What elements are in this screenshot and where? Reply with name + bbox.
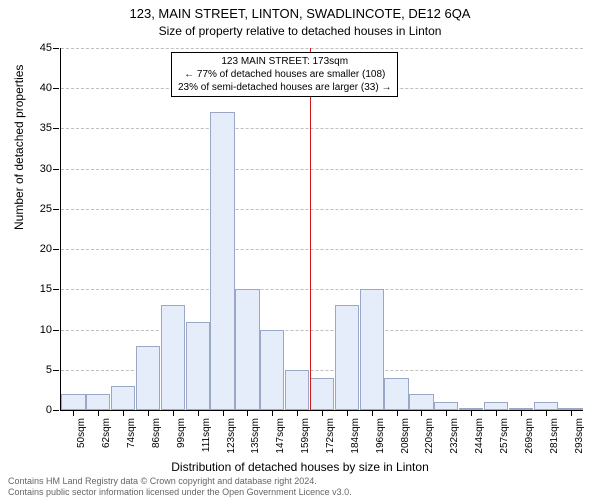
- y-tick-label: 30: [22, 163, 52, 175]
- y-tick: [53, 128, 59, 129]
- x-tick: [571, 410, 572, 416]
- x-tick: [297, 410, 298, 416]
- x-tick: [546, 410, 547, 416]
- reference-line: [310, 48, 311, 410]
- y-tick-label: 10: [22, 324, 52, 336]
- x-tick: [272, 410, 273, 416]
- bar: [335, 305, 359, 410]
- x-tick: [446, 410, 447, 416]
- x-tick: [521, 410, 522, 416]
- x-tick: [372, 410, 373, 416]
- bar: [360, 289, 384, 410]
- y-tick-label: 25: [22, 203, 52, 215]
- bars-group: [61, 48, 583, 410]
- property-size-chart: 123, MAIN STREET, LINTON, SWADLINCOTE, D…: [0, 0, 600, 500]
- footer-line2: Contains public sector information licen…: [8, 487, 352, 498]
- x-tick: [322, 410, 323, 416]
- y-tick-label: 5: [22, 364, 52, 376]
- x-tick: [173, 410, 174, 416]
- bar: [61, 394, 85, 410]
- x-tick: [471, 410, 472, 416]
- y-tick-label: 45: [22, 42, 52, 54]
- bar: [310, 378, 334, 410]
- bar: [136, 346, 160, 410]
- bar: [210, 112, 234, 410]
- y-tick: [53, 289, 59, 290]
- bar: [285, 370, 309, 410]
- y-tick-label: 0: [22, 404, 52, 416]
- chart-title: 123, MAIN STREET, LINTON, SWADLINCOTE, D…: [0, 6, 600, 21]
- annotation-box: 123 MAIN STREET: 173sqm ← 77% of detache…: [171, 52, 398, 97]
- annotation-line3: 23% of semi-detached houses are larger (…: [178, 81, 391, 94]
- bar: [235, 289, 259, 410]
- footer-attribution: Contains HM Land Registry data © Crown c…: [8, 476, 352, 498]
- y-tick: [53, 169, 59, 170]
- x-tick: [123, 410, 124, 416]
- y-tick-label: 40: [22, 82, 52, 94]
- bar: [384, 378, 408, 410]
- y-tick-label: 15: [22, 283, 52, 295]
- x-tick: [496, 410, 497, 416]
- x-tick: [347, 410, 348, 416]
- y-tick: [53, 48, 59, 49]
- bar: [186, 322, 210, 410]
- x-tick: [148, 410, 149, 416]
- y-tick: [53, 249, 59, 250]
- y-tick-label: 35: [22, 122, 52, 134]
- y-tick: [53, 330, 59, 331]
- bar: [161, 305, 185, 410]
- x-tick: [223, 410, 224, 416]
- x-axis-label: Distribution of detached houses by size …: [0, 460, 600, 474]
- y-tick: [53, 88, 59, 89]
- footer-line1: Contains HM Land Registry data © Crown c…: [8, 476, 352, 487]
- y-tick: [53, 209, 59, 210]
- annotation-line2: ← 77% of detached houses are smaller (10…: [178, 68, 391, 81]
- annotation-line1: 123 MAIN STREET: 173sqm: [178, 55, 391, 68]
- y-tick: [53, 410, 59, 411]
- chart-subtitle: Size of property relative to detached ho…: [0, 24, 600, 38]
- x-tick: [397, 410, 398, 416]
- x-tick: [98, 410, 99, 416]
- bar: [409, 394, 433, 410]
- x-tick: [247, 410, 248, 416]
- bar: [111, 386, 135, 410]
- x-tick: [198, 410, 199, 416]
- plot-area: 123 MAIN STREET: 173sqm ← 77% of detache…: [60, 48, 583, 411]
- y-tick: [53, 370, 59, 371]
- bar: [534, 402, 558, 410]
- x-tick: [421, 410, 422, 416]
- bar: [260, 330, 284, 410]
- bar: [484, 402, 508, 410]
- bar: [86, 394, 110, 410]
- x-tick: [73, 410, 74, 416]
- bar: [434, 402, 458, 410]
- y-tick-label: 20: [22, 243, 52, 255]
